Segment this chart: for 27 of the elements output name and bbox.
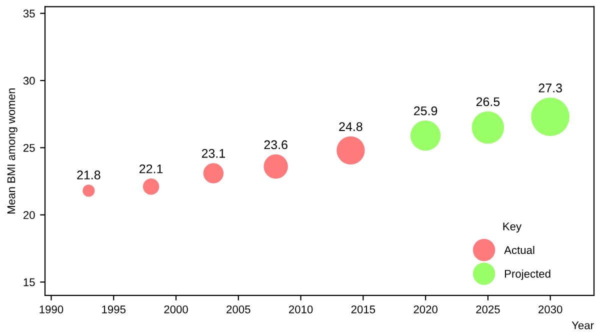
data-label: 21.8	[77, 170, 100, 180]
y-axis-title: Mean BMI among women	[7, 88, 18, 214]
x-tick-label: 2030	[538, 305, 562, 314]
x-tick-label: 2015	[351, 305, 376, 314]
legend-title: Key	[503, 222, 522, 233]
legend-label: Actual	[504, 246, 534, 254]
x-tick-label: 2025	[476, 305, 500, 314]
y-tick-label: 20	[23, 211, 35, 220]
legend-label: Projected	[504, 270, 550, 280]
x-tick-label: 2020	[414, 305, 438, 314]
data-label: 23.6	[264, 140, 288, 150]
y-tick-label: 15	[24, 278, 35, 286]
x-tick-label: 2010	[288, 305, 313, 314]
x-tick-label: 2000	[164, 305, 188, 314]
x-axis-title: Year	[572, 322, 594, 330]
y-tick-label: 25	[23, 144, 35, 152]
x-tick-label: 2005	[226, 305, 250, 314]
data-label: 24.8	[339, 122, 362, 132]
y-tick-label: 35	[23, 10, 35, 18]
data-label: 22.1	[140, 164, 163, 174]
data-label: 23.1	[202, 148, 225, 158]
y-tick-label: 30	[23, 76, 35, 85]
x-tick-label: 1990	[40, 305, 64, 314]
data-label: 25.9	[414, 106, 438, 116]
data-label: 26.5	[476, 97, 500, 106]
x-tick-label: 1995	[102, 305, 126, 314]
data-label: 27.3	[538, 84, 562, 92]
